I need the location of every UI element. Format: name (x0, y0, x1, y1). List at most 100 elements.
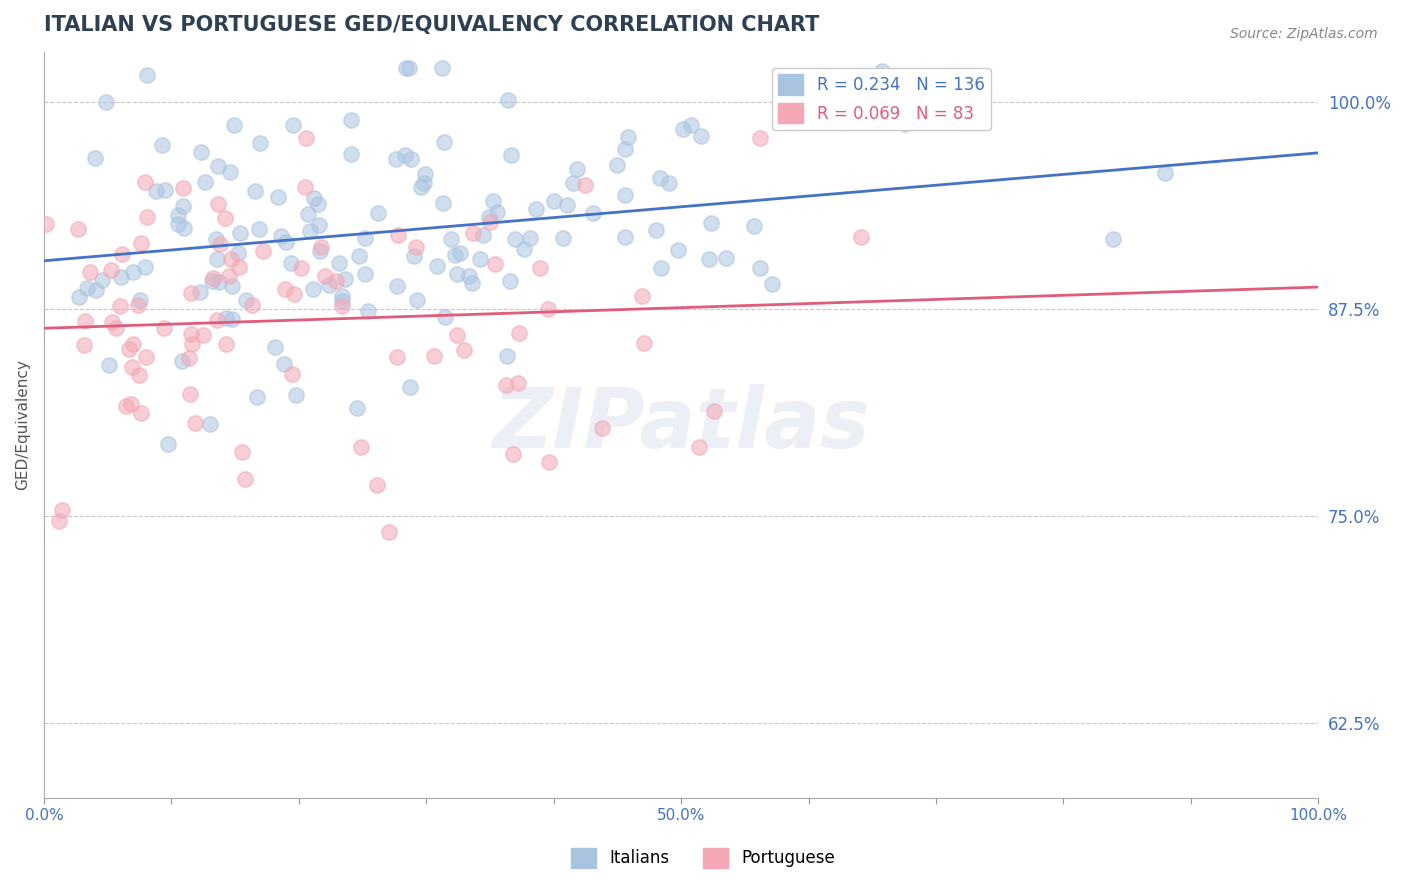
Point (668, 244, 690, 258)
Point (446, 267, 468, 281)
Point (121, 337, 143, 351)
Point (218, 164, 240, 178)
Point (453, 343, 475, 357)
Point (551, 231, 574, 245)
Point (671, 121, 693, 136)
Point (318, 278, 340, 293)
Point (129, 235, 152, 250)
Point (205, 252, 228, 266)
Point (290, 260, 312, 275)
Point (350, 440, 373, 454)
Point (294, 180, 316, 194)
Point (529, 261, 551, 276)
Point (496, 93, 519, 107)
Point (339, 112, 361, 127)
Point (432, 62, 454, 76)
Point (413, 167, 436, 181)
Point (207, 313, 229, 327)
Point (127, 298, 149, 312)
Point (815, 115, 838, 129)
Point (405, 293, 427, 307)
Point (283, 287, 305, 301)
Point (307, 196, 329, 211)
Point (247, 221, 270, 235)
Point (524, 202, 547, 216)
Point (179, 386, 201, 401)
Text: ITALIAN VS PORTUGUESE GED/EQUIVALENCY CORRELATION CHART: ITALIAN VS PORTUGUESE GED/EQUIVALENCY CO… (44, 15, 820, 35)
Point (700, 216, 723, 230)
Point (188, 285, 211, 299)
Point (479, 214, 502, 228)
Point (894, 117, 917, 131)
Point (202, 270, 225, 285)
Point (274, 282, 297, 296)
Point (145, 184, 167, 198)
Point (398, 62, 420, 76)
Point (153, 321, 176, 335)
Point (434, 310, 457, 325)
Point (79, 265, 101, 279)
Point (630, 288, 652, 302)
Point (122, 264, 145, 278)
Point (714, 251, 737, 265)
Point (484, 257, 506, 271)
Point (302, 282, 325, 296)
Point (51, 502, 73, 516)
Point (679, 118, 702, 132)
Point (221, 278, 243, 293)
Point (582, 206, 605, 220)
Point (449, 246, 471, 260)
Point (96, 95, 118, 110)
Point (309, 239, 332, 253)
Point (201, 275, 224, 289)
Point (264, 340, 287, 354)
Point (299, 225, 322, 239)
Point (76, 280, 98, 294)
Point (405, 240, 427, 254)
Point (235, 293, 257, 307)
Point (394, 148, 416, 162)
Point (135, 351, 157, 365)
Point (281, 367, 304, 381)
Point (697, 252, 720, 266)
Point (83, 151, 105, 165)
Point (73, 338, 96, 352)
Point (304, 191, 326, 205)
Point (433, 135, 456, 149)
Point (690, 129, 713, 144)
Point (205, 232, 228, 246)
Point (471, 228, 494, 243)
Point (67, 289, 90, 303)
Point (385, 350, 408, 364)
Point (496, 349, 519, 363)
Point (131, 406, 153, 420)
Point (440, 232, 463, 246)
Point (111, 247, 134, 261)
Point (538, 455, 561, 469)
Point (117, 342, 139, 356)
Point (468, 252, 491, 266)
Point (561, 177, 583, 191)
Point (207, 159, 229, 173)
Point (101, 315, 124, 329)
Point (426, 259, 449, 273)
Point (395, 62, 418, 76)
Point (110, 270, 132, 285)
Point (688, 440, 710, 454)
Text: Source: ZipAtlas.com: Source: ZipAtlas.com (1230, 27, 1378, 41)
Point (273, 357, 295, 371)
Point (870, 64, 893, 78)
Point (120, 396, 142, 410)
Point (499, 148, 522, 162)
Point (537, 301, 560, 316)
Point (221, 312, 243, 326)
Point (281, 119, 304, 133)
Point (136, 68, 159, 82)
Point (1154, 166, 1177, 180)
Point (181, 336, 204, 351)
Point (346, 401, 368, 415)
Point (91, 273, 114, 287)
Point (153, 183, 176, 197)
Point (399, 152, 422, 166)
Point (412, 176, 434, 190)
